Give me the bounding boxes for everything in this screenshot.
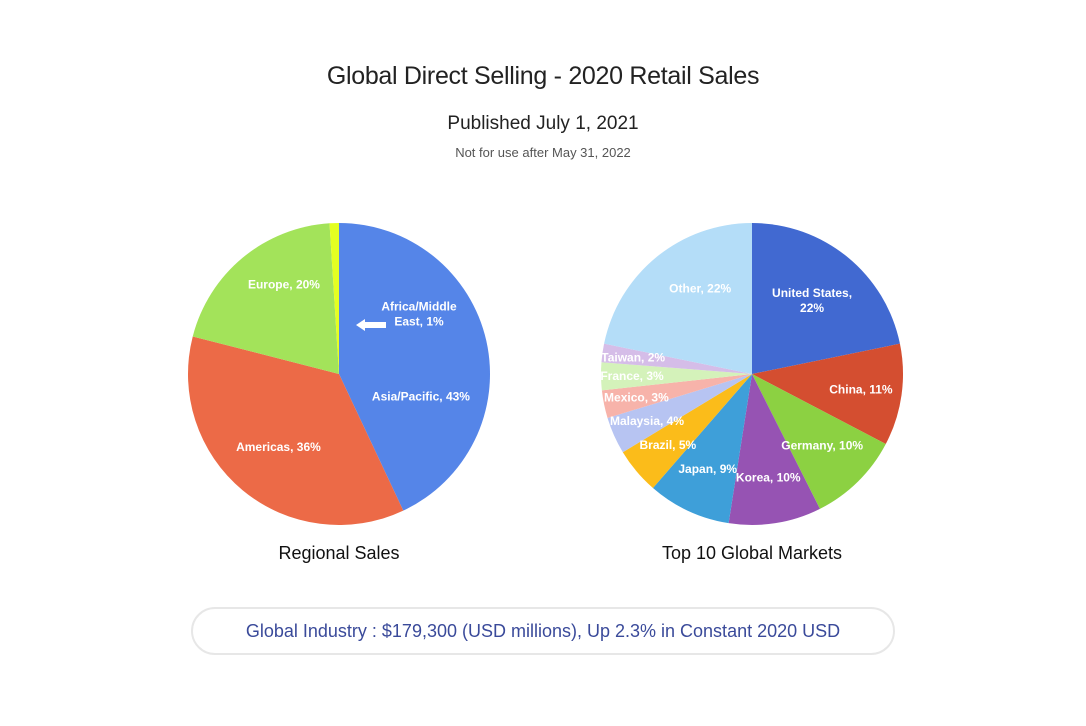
slice-label-mexico: Mexico, 3% — [604, 391, 669, 405]
slice-label-france: France, 3% — [600, 369, 664, 383]
slice-label-malaysia: Malaysia, 4% — [610, 414, 684, 428]
pie-slice-united-states — [752, 223, 900, 374]
pie-slice-brazil — [622, 374, 752, 488]
pie-slice-taiwan — [601, 343, 752, 374]
slice-label-japan: Japan, 9% — [678, 462, 737, 476]
slice-label-korea: Korea, 10% — [736, 471, 801, 485]
chart-title: Global Direct Selling - 2020 Retail Sale… — [326, 62, 760, 90]
pie-slice-malaysia — [607, 374, 752, 453]
pie-slice-france — [601, 362, 752, 391]
usage-note: Not for use after May 31, 2022 — [455, 145, 631, 160]
slice-label-asia-pacific: Asia/Pacific, 43% — [372, 390, 470, 404]
pie-slice-germany — [752, 374, 886, 509]
slice-label-germany: Germany, 10% — [781, 438, 863, 452]
industry-summary-box: Global Industry : $179,300 (USD millions… — [191, 607, 895, 655]
chart-subtitle: Published July 1, 2021 — [447, 113, 639, 134]
pie-slice-americas — [188, 336, 404, 525]
top-markets-caption: Top 10 Global Markets — [661, 543, 843, 563]
slice-label-china: China, 11% — [829, 382, 893, 396]
slice-label-americas: Americas, 36% — [236, 440, 321, 454]
pie-slice-korea — [728, 374, 820, 525]
callout-arrow-icon — [356, 319, 386, 331]
regional-sales-caption: Regional Sales — [278, 543, 400, 563]
pie-slice-europe — [192, 223, 339, 374]
pie-slice-china — [752, 343, 903, 445]
slice-label-africa-middle-east: Africa/Middle East, 1% — [381, 300, 457, 329]
pie-slice-mexico — [601, 374, 752, 418]
pie-slice-africa-middle-east — [329, 223, 339, 374]
industry-summary-text: Global Industry : $179,300 (USD millions… — [245, 620, 841, 641]
pie-slice-asia-pacific — [339, 223, 491, 511]
slice-label-europe: Europe, 20% — [248, 278, 320, 292]
slice-label-united-states: United States, 22% — [772, 286, 852, 315]
slice-label-taiwan: Taiwan, 2% — [601, 350, 665, 364]
regional-sales-pie: Asia/Pacific, 43% Americas, 36% Europe, 20… — [188, 223, 491, 525]
pie-slice-other — [604, 223, 752, 374]
pie-slice-japan — [652, 374, 752, 524]
slice-label-brazil: Brazil, 5% — [640, 438, 697, 452]
top-markets-pie: United States, 22% China, 11% Germany, 10% K… — [600, 223, 903, 525]
slice-label-other: Other, 22% — [669, 281, 731, 295]
